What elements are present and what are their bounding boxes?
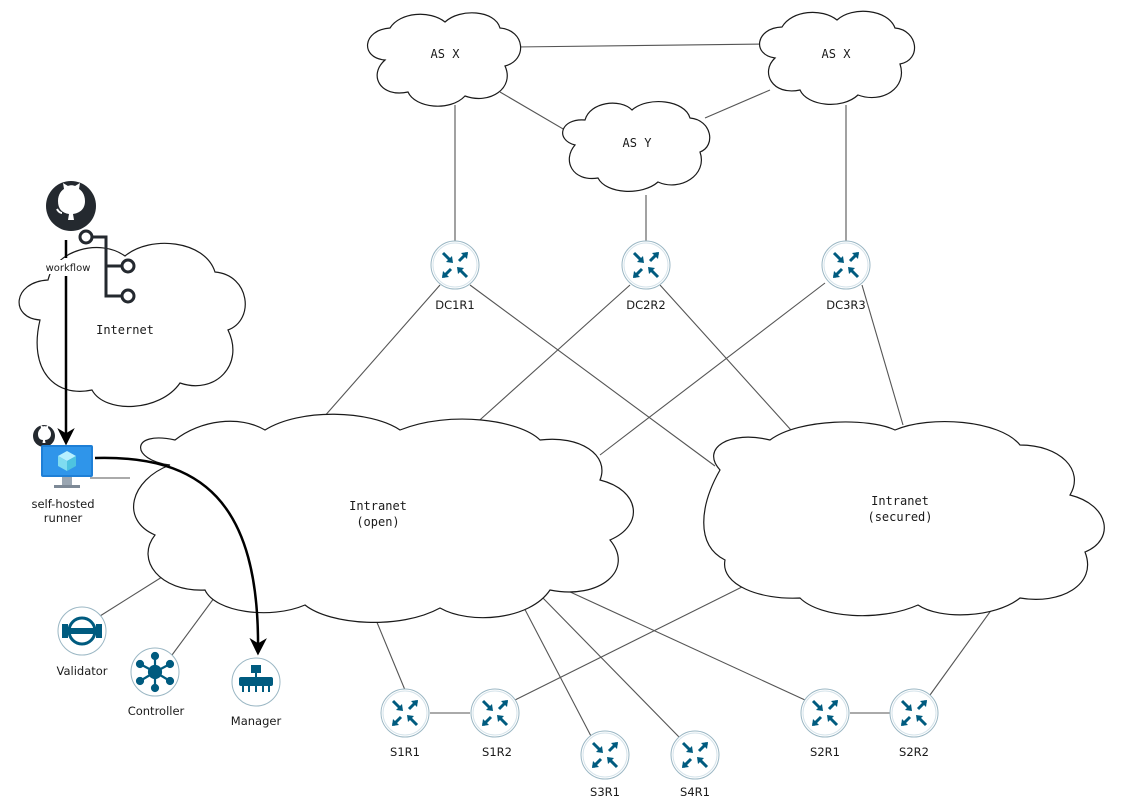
as-x-right-label: AS X bbox=[822, 47, 852, 61]
cloud-as-x-left: AS X bbox=[367, 12, 522, 107]
self-hosted-runner[interactable]: self-hosted runner bbox=[31, 425, 95, 525]
router-icon bbox=[429, 239, 481, 291]
runner-label-2: runner bbox=[44, 511, 83, 525]
intranet-open-label-1: Intranet bbox=[349, 499, 407, 513]
router-icon bbox=[379, 687, 431, 739]
router-icon bbox=[469, 687, 521, 739]
router-s1r2[interactable]: S1R2 bbox=[469, 687, 521, 759]
as-y-label: AS Y bbox=[623, 136, 653, 150]
workflow-branch-icon bbox=[78, 229, 136, 304]
intranet-secured-label-2: (secured) bbox=[867, 510, 932, 524]
router-label: DC2R2 bbox=[626, 298, 666, 312]
deploy-arrow bbox=[94, 456, 267, 656]
router-s4r1[interactable]: S4R1 bbox=[669, 729, 721, 799]
github-icon[interactable] bbox=[46, 181, 96, 231]
controller-hub-icon bbox=[135, 651, 175, 693]
router-dc1r1[interactable]: DC1R1 bbox=[429, 239, 481, 312]
router-icon bbox=[620, 239, 672, 291]
internet-label: Internet bbox=[96, 323, 154, 337]
router-label: S2R1 bbox=[810, 745, 840, 759]
workflow-label: workflow bbox=[46, 263, 91, 274]
service-validator[interactable]: Validator bbox=[56, 606, 108, 678]
manager-switch-icon bbox=[239, 665, 273, 692]
router-icon bbox=[579, 729, 631, 781]
router-icon bbox=[669, 729, 721, 781]
router-s3r1[interactable]: S3R1 bbox=[579, 729, 631, 799]
vm-monitor-icon bbox=[41, 445, 93, 488]
router-label: S2R2 bbox=[899, 745, 929, 759]
router-label: S3R1 bbox=[590, 785, 620, 799]
as-x-left-label: AS X bbox=[431, 47, 461, 61]
intranet-secured-label-1: Intranet bbox=[871, 494, 929, 508]
workflow-label-bg bbox=[40, 260, 98, 274]
router-label: DC1R1 bbox=[435, 298, 475, 312]
cloud-as-y: AS Y bbox=[562, 101, 711, 192]
service-manager[interactable]: Manager bbox=[231, 657, 282, 728]
validator-label: Validator bbox=[56, 664, 107, 678]
router-icon bbox=[820, 239, 872, 291]
cloud-intranet-secured: Intranet (secured) bbox=[703, 421, 1105, 617]
router-label: S1R2 bbox=[482, 745, 512, 759]
manager-label: Manager bbox=[231, 714, 282, 728]
runner-github-badge-icon bbox=[33, 425, 55, 447]
router-icon bbox=[888, 687, 940, 739]
router-s1r1[interactable]: S1R1 bbox=[379, 687, 431, 759]
controller-label: Controller bbox=[128, 704, 185, 718]
router-label: S1R1 bbox=[390, 745, 420, 759]
router-label: S4R1 bbox=[680, 785, 710, 799]
runner-label-1: self-hosted bbox=[31, 497, 94, 511]
validator-icon bbox=[62, 616, 102, 646]
router-dc2r2[interactable]: DC2R2 bbox=[620, 239, 672, 312]
router-label: DC3R3 bbox=[826, 298, 866, 312]
service-controller[interactable]: Controller bbox=[128, 647, 185, 718]
links bbox=[90, 43, 1001, 739]
intranet-open-label-2: (open) bbox=[356, 515, 399, 529]
router-s2r1[interactable]: S2R1 bbox=[799, 687, 851, 759]
router-s2r2[interactable]: S2R2 bbox=[888, 687, 940, 759]
router-dc3r3[interactable]: DC3R3 bbox=[820, 239, 872, 312]
cloud-intranet-open: Intranet (open) bbox=[133, 413, 634, 623]
cloud-as-x-right: AS X bbox=[758, 10, 916, 105]
router-icon bbox=[799, 687, 851, 739]
